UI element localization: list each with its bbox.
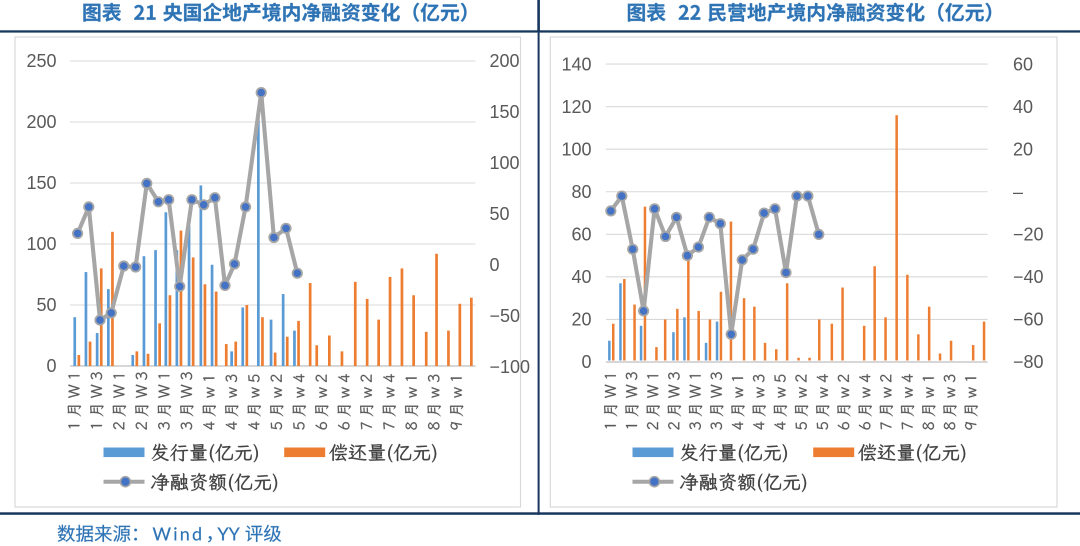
svg-text:40: 40: [1013, 97, 1033, 117]
svg-text:100: 100: [561, 139, 591, 159]
svg-text:100: 100: [26, 234, 56, 254]
svg-text:0: 0: [581, 352, 591, 372]
svg-text:20: 20: [1013, 139, 1033, 159]
svg-text:0: 0: [46, 356, 56, 376]
svg-text:−100: −100: [490, 357, 531, 377]
svg-text:150: 150: [26, 173, 56, 193]
svg-text:−60: −60: [1013, 310, 1044, 330]
svg-text:250: 250: [26, 51, 56, 71]
svg-text:200: 200: [26, 112, 56, 132]
svg-text:60: 60: [1013, 54, 1033, 74]
svg-text:−20: −20: [1013, 225, 1044, 245]
svg-text:200: 200: [490, 51, 520, 71]
svg-text:80: 80: [571, 182, 591, 202]
svg-text:100: 100: [490, 153, 520, 173]
svg-text:120: 120: [561, 97, 591, 117]
svg-text:50: 50: [490, 204, 510, 224]
svg-text:−50: −50: [490, 306, 521, 326]
svg-text:20: 20: [571, 310, 591, 330]
svg-text:140: 140: [561, 54, 591, 74]
svg-text:150: 150: [490, 102, 520, 122]
svg-text:−80: −80: [1013, 352, 1044, 372]
svg-text:60: 60: [571, 225, 591, 245]
svg-text:0: 0: [490, 255, 500, 275]
svg-text:50: 50: [36, 295, 56, 315]
svg-text:40: 40: [571, 267, 591, 287]
svg-text:–: –: [1013, 182, 1023, 202]
svg-text:−40: −40: [1013, 267, 1044, 287]
